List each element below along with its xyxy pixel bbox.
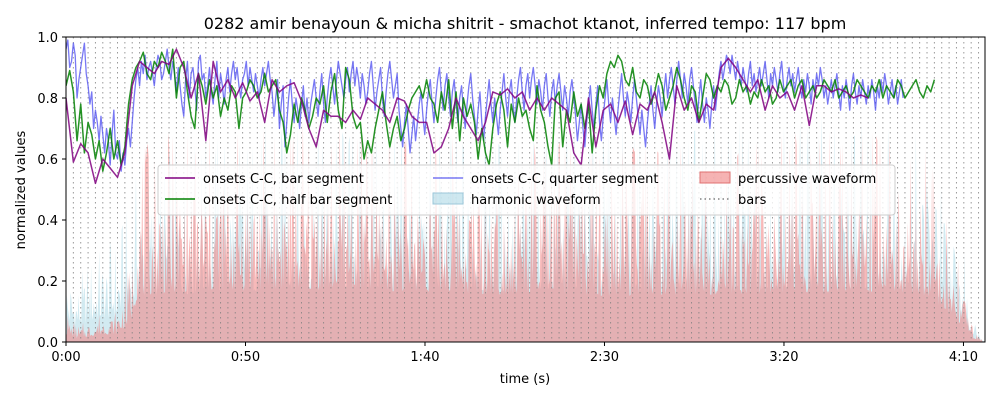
plot-area bbox=[66, 37, 985, 342]
series-line-2 bbox=[66, 39, 904, 172]
x-tick-label: 0:50 bbox=[231, 350, 260, 365]
x-tick-label: 3:20 bbox=[769, 350, 798, 365]
x-axis-title: time (s) bbox=[500, 372, 550, 387]
y-tick-label: 0.4 bbox=[37, 214, 58, 229]
percussive-waveform-layer bbox=[66, 121, 985, 342]
x-tick-label: 1:40 bbox=[410, 350, 439, 365]
y-tick-label: 0.6 bbox=[37, 153, 58, 168]
percussive-waveform-area bbox=[66, 121, 985, 342]
y-axis: 0.0 0.2 0.4 0.6 0.8 1.0 bbox=[37, 31, 66, 351]
y-tick-label: 1.0 bbox=[37, 31, 58, 46]
legend-label-quarter-segment: onsets C-C, quarter segment bbox=[471, 172, 658, 187]
y-tick-label: 0.8 bbox=[37, 92, 58, 107]
axes-frame bbox=[65, 36, 986, 343]
y-tick-label: 0.2 bbox=[37, 275, 58, 290]
legend: onsets C-C, bar segment onsets C-C, half… bbox=[157, 164, 896, 216]
y-tick-label: 0.0 bbox=[37, 336, 58, 351]
y-axis-title: normalized values bbox=[14, 130, 29, 249]
chart-title: 0282 amir benayoun & micha shitrit - sma… bbox=[204, 14, 847, 33]
x-tick-label: 0:00 bbox=[51, 350, 80, 365]
series-line-0 bbox=[66, 48, 869, 185]
legend-item-bars: bars bbox=[700, 193, 767, 208]
legend-item-half-bar-segment: onsets C-C, half bar segment bbox=[165, 193, 392, 208]
legend-item-quarter-segment: onsets C-C, quarter segment bbox=[433, 172, 658, 187]
legend-item-bar-segment: onsets C-C, bar segment bbox=[165, 172, 364, 187]
onset-lines-layer bbox=[66, 39, 936, 185]
legend-label-harmonic-waveform: harmonic waveform bbox=[471, 193, 601, 208]
legend-label-percussive-waveform: percussive waveform bbox=[738, 172, 876, 187]
legend-label-half-bar-segment: onsets C-C, half bar segment bbox=[203, 193, 392, 208]
legend-label-bar-segment: onsets C-C, bar segment bbox=[203, 172, 364, 187]
x-tick-label: 4:10 bbox=[949, 350, 978, 365]
legend-item-harmonic-waveform: harmonic waveform bbox=[432, 192, 601, 208]
x-axis: 0:00 0:50 1:40 2:30 3:20 4:10 bbox=[51, 342, 978, 365]
legend-label-bars: bars bbox=[738, 193, 767, 208]
x-tick-label: 2:30 bbox=[590, 350, 619, 365]
legend-item-percussive-waveform: percussive waveform bbox=[699, 171, 876, 187]
legend-swatch-harmonic-waveform bbox=[432, 192, 464, 205]
legend-swatch-percussive-waveform bbox=[699, 171, 731, 184]
